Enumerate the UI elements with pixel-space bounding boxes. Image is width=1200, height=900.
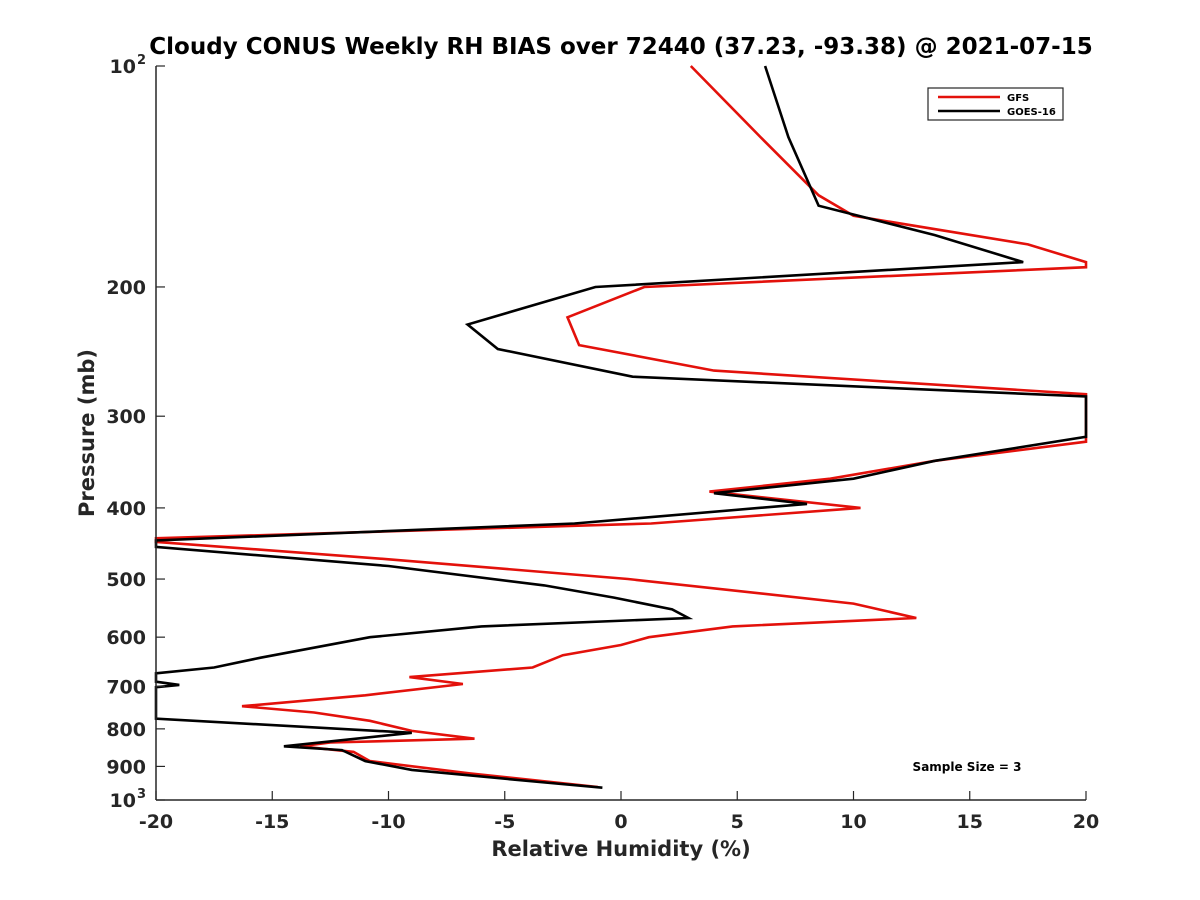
- y-tick-exponent: 3: [137, 787, 146, 802]
- legend-label-gfs: GFS: [1007, 93, 1029, 104]
- x-tick-label: -10: [371, 811, 405, 833]
- legend: GFS GOES-16: [927, 87, 1064, 121]
- legend-box: [927, 87, 1064, 121]
- y-tick-label: 600: [106, 627, 146, 649]
- y-tick-label: 400: [106, 498, 146, 520]
- x-tick-label: -20: [139, 811, 173, 833]
- y-tick-exponent: 2: [137, 53, 146, 68]
- y-tick-label: 700: [106, 676, 146, 698]
- series-layer: [154, 65, 1088, 789]
- y-tick-label: 10: [110, 790, 136, 812]
- sample-size-annotation: Sample Size = 3: [913, 760, 1022, 774]
- y-tick-label: 900: [106, 756, 146, 778]
- legend-label-goes-16: GOES-16: [1007, 107, 1056, 118]
- series-line-goes-16: [154, 65, 1088, 789]
- x-tick-label: 10: [840, 811, 866, 833]
- x-tick-label: -5: [494, 811, 515, 833]
- x-tick-label: 20: [1073, 811, 1099, 833]
- y-tick-label: 800: [106, 719, 146, 741]
- plot-frame: [156, 66, 1086, 800]
- y-tick-label: 300: [106, 406, 146, 428]
- y-axis-label: Pressure (mb): [75, 349, 99, 517]
- x-axis-label: Relative Humidity (%): [491, 837, 750, 861]
- chart-title: Cloudy CONUS Weekly RH BIAS over 72440 (…: [149, 34, 1092, 60]
- x-tick-label: 5: [731, 811, 744, 833]
- y-tick-label: 200: [106, 277, 146, 299]
- x-axis-ticks: -20 -15 -10 -5 0 5 10 15 20: [139, 791, 1099, 833]
- y-tick-label: 10: [110, 56, 136, 78]
- x-tick-label: -15: [255, 811, 289, 833]
- x-tick-label: 15: [957, 811, 983, 833]
- series-line-gfs: [154, 65, 1088, 789]
- y-tick-label: 500: [106, 569, 146, 591]
- x-tick-label: 0: [614, 811, 627, 833]
